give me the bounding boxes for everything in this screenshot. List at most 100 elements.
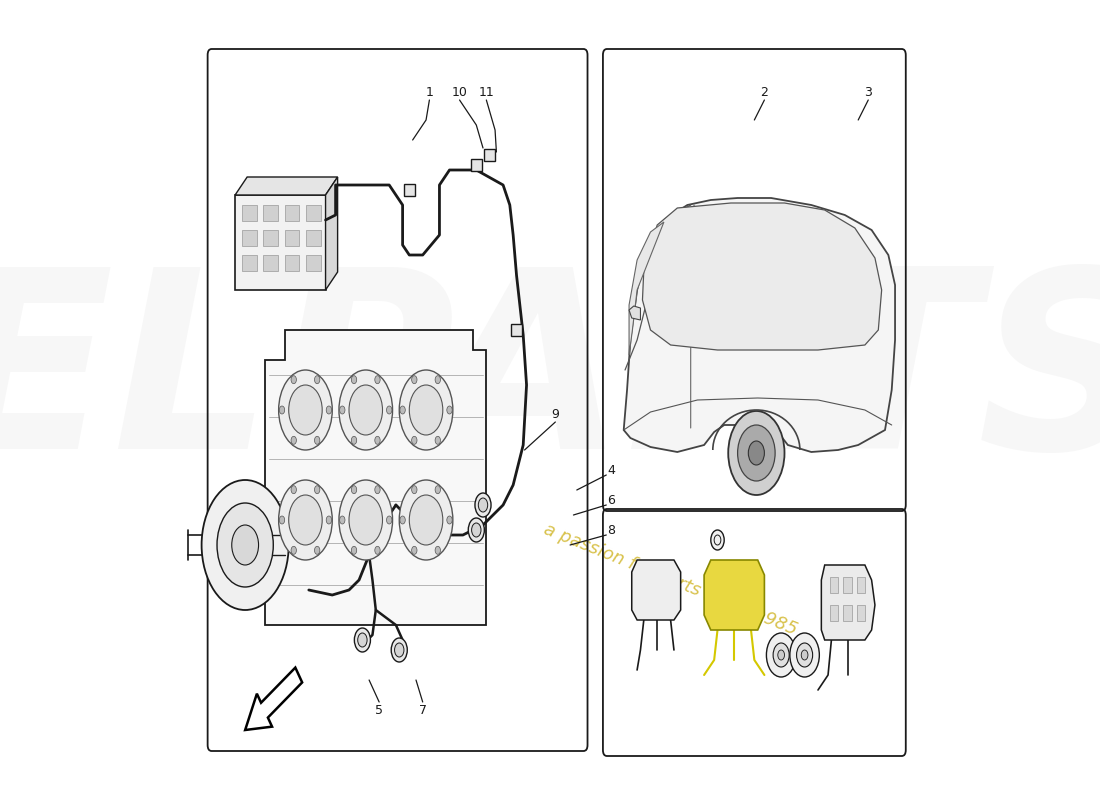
Circle shape <box>292 436 296 444</box>
Circle shape <box>399 480 453 560</box>
Circle shape <box>278 370 332 450</box>
Bar <box>857 605 865 621</box>
Polygon shape <box>822 565 875 640</box>
Circle shape <box>279 406 285 414</box>
Text: 3: 3 <box>865 86 872 98</box>
Circle shape <box>217 503 273 587</box>
Circle shape <box>339 370 393 450</box>
Circle shape <box>339 480 393 560</box>
Circle shape <box>411 546 417 554</box>
Circle shape <box>232 525 258 565</box>
Circle shape <box>351 376 356 384</box>
Circle shape <box>351 486 356 494</box>
Bar <box>242 230 256 246</box>
FancyArrow shape <box>245 667 302 730</box>
Circle shape <box>351 546 356 554</box>
Polygon shape <box>235 195 326 290</box>
Circle shape <box>395 643 404 657</box>
Bar <box>830 605 838 621</box>
Circle shape <box>279 516 285 524</box>
Circle shape <box>292 546 296 554</box>
Circle shape <box>358 633 367 647</box>
Bar <box>484 149 495 161</box>
Bar <box>242 205 256 221</box>
Bar <box>285 230 299 246</box>
Circle shape <box>409 495 443 545</box>
Circle shape <box>773 643 789 667</box>
Bar <box>857 577 865 593</box>
Bar <box>263 255 278 271</box>
Circle shape <box>201 480 288 610</box>
Circle shape <box>315 436 320 444</box>
Circle shape <box>315 486 320 494</box>
Circle shape <box>436 436 440 444</box>
Polygon shape <box>704 560 764 630</box>
Circle shape <box>340 516 345 524</box>
Circle shape <box>436 546 440 554</box>
Text: 8: 8 <box>607 523 616 537</box>
Circle shape <box>711 530 724 550</box>
Circle shape <box>315 376 320 384</box>
Circle shape <box>288 385 322 435</box>
Bar <box>471 159 482 171</box>
Circle shape <box>399 370 453 450</box>
Circle shape <box>315 546 320 554</box>
Circle shape <box>790 633 820 677</box>
Circle shape <box>327 406 331 414</box>
Circle shape <box>801 650 808 660</box>
Circle shape <box>400 516 405 524</box>
Polygon shape <box>642 203 882 350</box>
Bar <box>285 205 299 221</box>
Circle shape <box>375 376 381 384</box>
Bar <box>242 255 256 271</box>
Circle shape <box>354 628 371 652</box>
Circle shape <box>778 650 784 660</box>
Text: 5: 5 <box>375 703 383 717</box>
Circle shape <box>728 411 784 495</box>
Circle shape <box>349 495 383 545</box>
Text: 10: 10 <box>452 86 468 98</box>
Circle shape <box>375 486 381 494</box>
Bar <box>512 324 521 336</box>
Circle shape <box>375 436 381 444</box>
Polygon shape <box>265 330 486 625</box>
Circle shape <box>748 441 764 465</box>
Text: 4: 4 <box>607 463 616 477</box>
Text: 1: 1 <box>426 86 433 98</box>
Polygon shape <box>235 177 338 195</box>
Circle shape <box>411 486 417 494</box>
Circle shape <box>767 633 796 677</box>
Circle shape <box>475 493 491 517</box>
Circle shape <box>472 523 481 537</box>
Polygon shape <box>631 560 681 620</box>
Circle shape <box>386 516 392 524</box>
Bar <box>830 577 838 593</box>
Circle shape <box>436 376 440 384</box>
Circle shape <box>411 436 417 444</box>
Bar <box>263 205 278 221</box>
Circle shape <box>351 436 356 444</box>
Circle shape <box>288 495 322 545</box>
Bar <box>285 255 299 271</box>
Text: 7: 7 <box>419 703 427 717</box>
Circle shape <box>340 406 345 414</box>
Bar <box>306 205 321 221</box>
Circle shape <box>447 516 452 524</box>
Text: 11: 11 <box>478 86 494 98</box>
Text: 6: 6 <box>607 494 616 506</box>
Circle shape <box>478 498 487 512</box>
Text: 9: 9 <box>551 409 559 422</box>
Circle shape <box>292 376 296 384</box>
Polygon shape <box>326 177 338 290</box>
Text: ELPARTS: ELPARTS <box>0 259 1100 501</box>
Polygon shape <box>624 198 895 452</box>
Circle shape <box>327 516 331 524</box>
Circle shape <box>796 643 813 667</box>
Bar <box>844 577 851 593</box>
Text: 2: 2 <box>760 86 768 98</box>
Circle shape <box>447 406 452 414</box>
Circle shape <box>386 406 392 414</box>
Polygon shape <box>629 306 640 320</box>
Text: a passion for parts since 1985: a passion for parts since 1985 <box>541 521 800 639</box>
Circle shape <box>392 638 407 662</box>
